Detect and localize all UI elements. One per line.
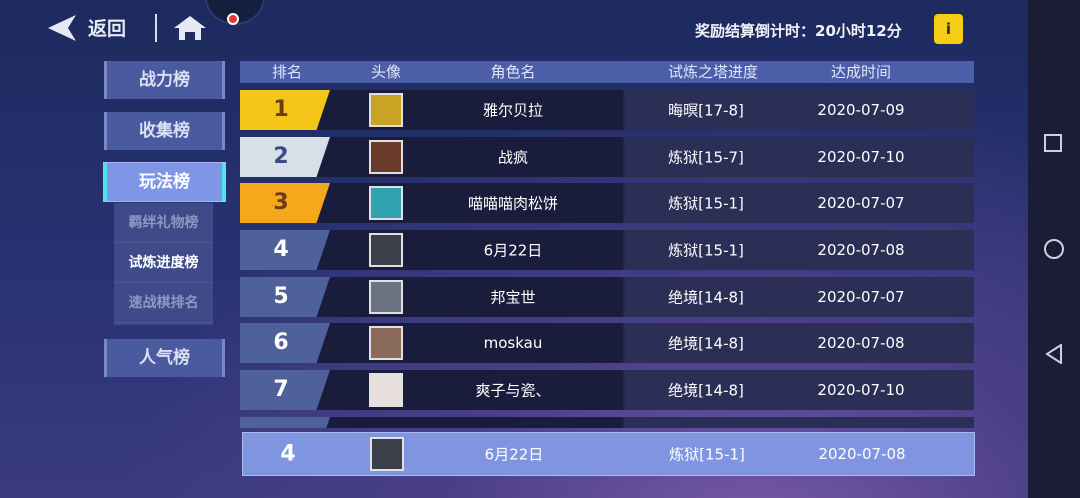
my-rank-row: 4 6月22日 炼狱[15-1] 2020-07-08 — [242, 432, 975, 476]
back-button[interactable]: 返回 — [48, 14, 126, 41]
rank-badge: 4 — [240, 230, 330, 270]
trial-progress: 炼狱[15-1] — [668, 241, 744, 260]
rank-badge: 2 — [240, 137, 330, 177]
table-row[interactable]: 5 邦宝世 绝境[14-8] 2020-07-07 — [240, 277, 974, 317]
table-row[interactable]: 4 6月22日 炼狱[15-1] 2020-07-08 — [240, 230, 974, 270]
back-label: 返回 — [88, 18, 127, 40]
rank-badge: 3 — [240, 183, 330, 223]
player-avatar[interactable] — [369, 140, 403, 174]
col-progress: 试炼之塔进度 — [667, 63, 759, 81]
sidebar-item-popularity[interactable]: 人气榜 — [104, 339, 225, 377]
pet-avatar[interactable] — [205, 0, 265, 25]
home-nav-icon[interactable] — [1044, 239, 1064, 259]
table-row[interactable]: 7 爽子与瓷、 绝境[14-8] 2020-07-10 — [240, 370, 974, 410]
submenu-item-trial[interactable]: 试炼进度榜 — [114, 243, 213, 283]
trial-progress: 炼狱[15-1] — [668, 194, 744, 213]
player-name: 战疯 — [497, 148, 529, 167]
sidebar-item-collection[interactable]: 收集榜 — [104, 112, 225, 150]
player-name: 爽子与瓷、 — [475, 381, 551, 400]
trial-progress: 绝境[14-8] — [668, 334, 744, 353]
player-avatar[interactable] — [369, 186, 403, 220]
table-row[interactable]: 6 moskau 绝境[14-8] 2020-07-08 — [240, 323, 974, 363]
col-name: 角色名 — [490, 63, 536, 81]
submenu-item-speed-chess[interactable]: 速战棋排名 — [114, 283, 213, 323]
achieved-date: 2020-07-08 — [817, 241, 905, 259]
achieved-date: 2020-07-07 — [817, 288, 905, 306]
my-rank: 4 — [280, 441, 296, 467]
player-avatar[interactable] — [369, 326, 403, 360]
back-nav-icon[interactable] — [1045, 344, 1063, 364]
my-name: 6月22日 — [484, 445, 544, 464]
rank-badge: 1 — [240, 90, 330, 130]
player-name: 6月22日 — [483, 241, 543, 260]
my-date: 2020-07-08 — [818, 445, 906, 463]
home-icon[interactable] — [174, 16, 206, 40]
android-nav-bar — [1028, 0, 1080, 498]
sidebar-item-gameplay[interactable]: 玩法榜 — [104, 163, 225, 201]
submenu-item-gift[interactable]: 羁绊礼物榜 — [114, 203, 213, 243]
trial-progress: 绝境[14-8] — [668, 288, 744, 307]
table-row[interactable]: 1 雅尔贝拉 晦暝[17-8] 2020-07-09 — [240, 90, 974, 130]
achieved-date: 2020-07-09 — [817, 101, 905, 119]
player-avatar[interactable] — [369, 93, 403, 127]
trial-progress: 绝境[14-8] — [668, 381, 744, 400]
col-date: 达成时间 — [830, 63, 892, 81]
table-header: 排名 头像 角色名 试炼之塔进度 达成时间 — [240, 61, 974, 83]
table-row-partial — [240, 417, 974, 428]
col-rank: 排名 — [271, 63, 303, 81]
player-avatar[interactable] — [369, 233, 403, 267]
rank-badge — [240, 417, 330, 428]
player-name: 雅尔贝拉 — [482, 101, 544, 120]
col-avatar: 头像 — [370, 63, 402, 81]
reward-countdown: 奖励结算倒计时：20小时12分 — [695, 22, 902, 40]
divider — [155, 14, 157, 42]
player-name: moskau — [483, 334, 543, 352]
info-button[interactable]: i — [934, 14, 963, 44]
table-row[interactable]: 3 喵喵喵肉松饼 炼狱[15-1] 2020-07-07 — [240, 183, 974, 223]
recent-apps-icon[interactable] — [1044, 134, 1062, 152]
my-progress: 炼狱[15-1] — [669, 445, 745, 464]
my-avatar — [370, 437, 404, 471]
player-name: 邦宝世 — [490, 288, 536, 307]
rank-badge: 6 — [240, 323, 330, 363]
sidebar-item-power[interactable]: 战力榜 — [104, 61, 225, 99]
player-avatar[interactable] — [369, 373, 403, 407]
achieved-date: 2020-07-10 — [817, 381, 905, 399]
table-row[interactable]: 2 战疯 炼狱[15-7] 2020-07-10 — [240, 137, 974, 177]
back-arrow-icon — [48, 14, 76, 41]
achieved-date: 2020-07-07 — [817, 194, 905, 212]
player-name: 喵喵喵肉松饼 — [467, 194, 559, 213]
achieved-date: 2020-07-10 — [817, 148, 905, 166]
trial-progress: 晦暝[17-8] — [668, 101, 744, 120]
trial-progress: 炼狱[15-7] — [668, 148, 744, 167]
gameplay-submenu: 羁绊礼物榜 试炼进度榜 速战棋排名 — [114, 203, 213, 325]
rank-badge: 7 — [240, 370, 330, 410]
notification-dot — [227, 13, 239, 25]
rank-badge: 5 — [240, 277, 330, 317]
player-avatar[interactable] — [369, 280, 403, 314]
achieved-date: 2020-07-08 — [817, 334, 905, 352]
